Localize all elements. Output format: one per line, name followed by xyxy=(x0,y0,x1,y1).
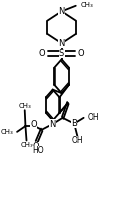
Text: N: N xyxy=(49,119,55,129)
Text: B: B xyxy=(71,119,76,128)
Text: S: S xyxy=(58,49,64,58)
Text: O: O xyxy=(39,49,45,58)
Text: CH₃: CH₃ xyxy=(19,103,31,109)
Text: OH: OH xyxy=(87,113,98,122)
Text: CH₃: CH₃ xyxy=(80,2,93,8)
Text: CH₃: CH₃ xyxy=(20,142,33,148)
Text: N: N xyxy=(58,7,64,16)
Text: HO: HO xyxy=(32,146,44,155)
Text: N: N xyxy=(58,39,64,48)
Text: OH: OH xyxy=(71,136,83,145)
Text: O: O xyxy=(77,49,84,58)
Text: O: O xyxy=(30,120,36,129)
Text: CH₃: CH₃ xyxy=(1,129,13,135)
Text: O: O xyxy=(32,142,39,151)
